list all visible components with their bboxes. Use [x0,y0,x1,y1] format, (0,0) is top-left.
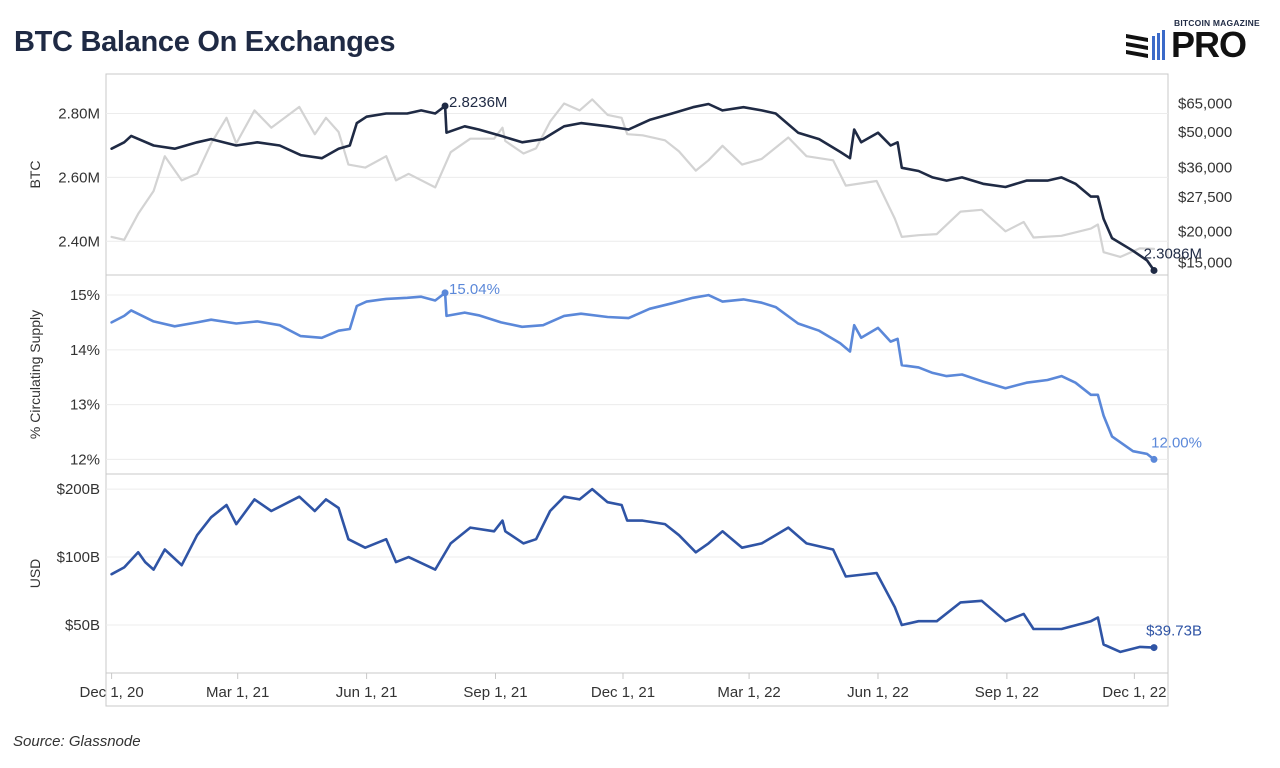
annotation-marker [441,289,449,297]
y-tick-label: 2.80M [58,106,100,123]
annotation-marker [1150,266,1158,274]
x-axis-frame [105,672,1169,707]
annotation-label: 2.3086M [1144,245,1202,262]
y-tick-label: $200B [57,481,100,498]
chart-title: BTC Balance On Exchanges [14,26,396,58]
x-tick-label: Dec 1, 21 [591,684,655,701]
series-line-btc-line [110,102,1156,272]
right-y-tick-label: $27,500 [1178,189,1232,206]
x-tick-label: Jun 1, 22 [847,684,909,701]
y-tick-label: 13% [70,397,100,414]
x-tick-label: Sep 1, 21 [463,684,527,701]
right-y-tick-label: $50,000 [1178,124,1232,141]
annotation-marker [441,102,449,110]
y-tick-label: 12% [70,451,100,468]
x-tick-label: Dec 1, 20 [79,684,143,701]
y-axis-title: % Circulating Supply [27,310,43,439]
annotation-label: $39.73B [1146,623,1202,640]
annotation-label: 12.00% [1151,434,1202,451]
right-y-tick-label: $20,000 [1178,223,1232,240]
y-tick-label: 2.60M [58,169,100,186]
annotation-label: 2.8236M [449,94,507,111]
source-note: Source: Glassnode [13,733,141,750]
panel-frame-2 [105,274,1169,475]
y-tick-label: 15% [70,287,100,304]
annotation-marker [1150,644,1158,652]
right-y-tick-label: $15,000 [1178,255,1232,272]
series-line-price-line [110,98,1156,258]
panel-frame-1 [105,73,1169,276]
x-tick-label: Sep 1, 22 [975,684,1039,701]
series-line-usd-line [110,487,1156,654]
panel-frame-3 [105,473,1169,674]
annotation-marker [1150,455,1158,463]
y-tick-label: 2.40M [58,233,100,250]
logo-small-text: BITCOIN MAGAZINE [1174,18,1260,28]
x-tick-label: Jun 1, 21 [336,684,398,701]
right-y-tick-label: $36,000 [1178,160,1232,177]
y-tick-label: $50B [65,617,100,634]
y-tick-label: 14% [70,342,100,359]
y-tick-label: $100B [57,549,100,566]
bitcoin-magazine-stripes-icon [1126,30,1165,60]
right-y-tick-label: $65,000 [1178,96,1232,113]
x-tick-label: Dec 1, 22 [1102,684,1166,701]
y-axis-title: USD [27,559,43,589]
y-axis-title: BTC [27,161,43,189]
logo-big-text: PRO [1171,24,1247,65]
annotation-label: 15.04% [449,281,500,298]
x-tick-label: Mar 1, 22 [717,684,780,701]
x-tick-label: Mar 1, 21 [206,684,269,701]
brand-logo: BITCOIN MAGAZINE PRO [1126,18,1272,68]
series-line-pct-line [110,291,1156,461]
